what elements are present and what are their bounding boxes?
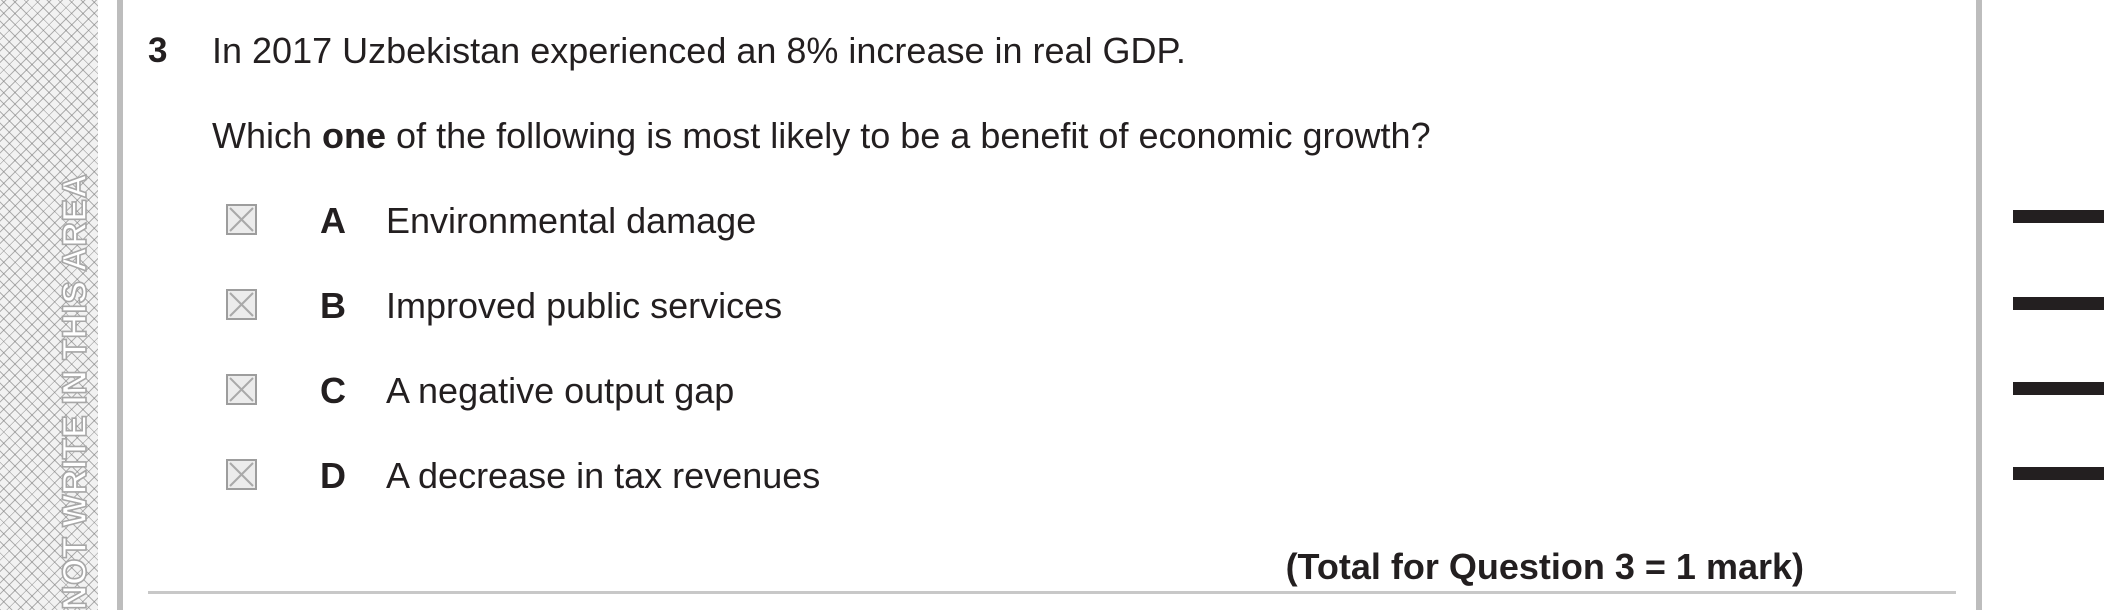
cross-icon: [229, 377, 254, 402]
option-letter: C: [320, 370, 346, 411]
option-text: A decrease in tax revenues: [386, 455, 821, 496]
left-border-line: [117, 0, 123, 610]
option-text: A negative output gap: [386, 370, 735, 411]
answer-option-a: A Environmental damage: [226, 198, 1426, 248]
option-letter: D: [320, 455, 346, 496]
margin-tick-mark: [2013, 382, 2104, 395]
question-stem: In 2017 Uzbekistan experienced an 8% inc…: [212, 30, 1186, 71]
margin-tick-mark: [2013, 297, 2104, 310]
option-text: Improved public services: [386, 285, 783, 326]
right-border-line: [1976, 0, 1982, 610]
option-d-checkbox[interactable]: [226, 459, 257, 490]
question-number: 3: [148, 31, 168, 70]
answer-option-b: B Improved public services: [226, 283, 1426, 333]
option-c-checkbox[interactable]: [226, 374, 257, 405]
option-b-checkbox[interactable]: [226, 289, 257, 320]
margin-warning-text: NOT WRITE IN THIS AREA: [55, 173, 95, 610]
answer-option-c: C A negative output gap: [226, 368, 1426, 418]
option-letter: B: [320, 285, 346, 326]
option-a-checkbox[interactable]: [226, 204, 257, 235]
cross-icon: [229, 207, 254, 232]
option-text: Environmental damage: [386, 200, 757, 241]
cross-icon: [229, 292, 254, 317]
question-prompt: Which one of the following is most likel…: [212, 113, 1431, 159]
question-prompt-end: of the following is most likely to be a …: [386, 115, 1431, 156]
question-divider: [148, 591, 1956, 594]
question-total-marks: (Total for Question 3 = 1 mark): [1285, 546, 1804, 587]
cross-icon: [229, 462, 254, 487]
question-prompt-start: Which: [212, 115, 323, 156]
margin-tick-mark: [2013, 467, 2104, 480]
do-not-write-margin: NOT WRITE IN THIS AREA: [0, 0, 98, 610]
option-letter: A: [320, 200, 346, 241]
question-prompt-emphasis: one: [322, 115, 387, 156]
margin-tick-mark: [2013, 210, 2104, 223]
answer-option-d: D A decrease in tax revenues: [226, 453, 1426, 503]
